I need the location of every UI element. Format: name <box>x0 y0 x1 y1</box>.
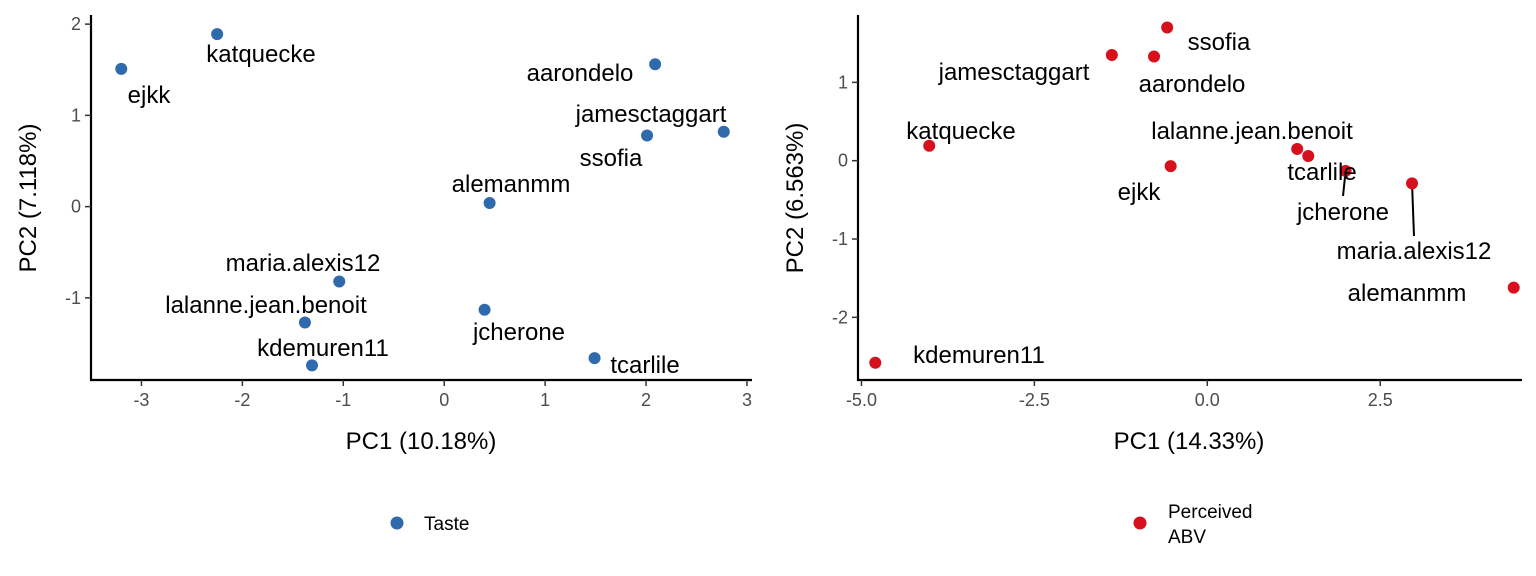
data-point <box>923 139 936 152</box>
legend-label: Taste <box>424 514 469 535</box>
data-point <box>1164 160 1177 173</box>
data-point <box>1148 50 1161 63</box>
y-tick-label: 0 <box>838 151 848 171</box>
axis-ticks: -5.0 -2.5 0.0 2.5 -2 -1 0 1 <box>832 72 1393 410</box>
data-point <box>869 356 882 369</box>
x-tick-label: 2.5 <box>1368 390 1393 410</box>
data-point <box>115 62 128 75</box>
point-label: jcherone <box>1296 199 1389 226</box>
x-tick-label: 3 <box>742 390 752 410</box>
x-tick-label: 0.0 <box>1195 390 1220 410</box>
legend-label: Perceived <box>1168 502 1253 523</box>
point-label: ssofia <box>1188 29 1251 56</box>
legend-key <box>1133 516 1147 530</box>
data-point <box>211 28 224 41</box>
point-label: jamesctaggart <box>575 101 727 128</box>
x-tick-label: 2 <box>641 390 651 410</box>
y-axis-title: PC2 (6.563%) <box>782 123 809 274</box>
point-label: jamesctaggart <box>938 59 1090 86</box>
data-point <box>717 125 730 138</box>
point-label: alemanmm <box>452 171 571 198</box>
point-label: lalanne.jean.benoit <box>165 292 367 319</box>
y-tick-label: 1 <box>838 72 848 92</box>
legend-label: ABV <box>1168 527 1206 548</box>
data-point <box>1161 21 1174 34</box>
x-tick-label: -2 <box>234 390 250 410</box>
point-label: ejkk <box>128 82 172 109</box>
data-point <box>1507 281 1520 294</box>
y-tick-label: 1 <box>71 105 81 125</box>
point-label: lalanne.jean.benoit <box>1151 118 1353 145</box>
point-label: ssofia <box>580 145 643 172</box>
point-label: jcherone <box>472 319 565 346</box>
point-labels: ssofia jamesctaggart aarondelo katquecke… <box>906 29 1491 369</box>
legend-key <box>390 516 404 530</box>
point-labels: katquecke ejkk aarondelo jamesctaggart s… <box>128 41 727 379</box>
x-tick-label: -1 <box>335 390 351 410</box>
data-point <box>1302 149 1315 162</box>
point-label: kdemuren11 <box>257 335 389 362</box>
data-point <box>588 352 601 365</box>
point-label: katquecke <box>906 118 1015 145</box>
data-points <box>115 28 730 372</box>
data-point <box>1105 48 1118 61</box>
legend: Perceived ABV <box>1133 502 1253 548</box>
y-tick-label: -1 <box>832 229 848 249</box>
y-tick-label: -2 <box>832 307 848 327</box>
data-point <box>478 303 491 316</box>
data-point <box>333 275 346 288</box>
data-point <box>483 196 496 209</box>
point-label: katquecke <box>206 41 315 68</box>
taste-pca-panel: -3 -2 -1 0 1 2 3 -1 0 1 2 katquecke ejkk aarondelo… <box>15 14 752 535</box>
y-axis-title: PC2 (7.118%) <box>15 124 42 273</box>
data-point <box>306 359 319 372</box>
x-axis-title: PC1 (14.33%) <box>1114 428 1265 455</box>
x-tick-label: 1 <box>540 390 550 410</box>
perceived-abv-pca-panel: -5.0 -2.5 0.0 2.5 -2 -1 0 1 ssofia jamesctaggar… <box>782 15 1522 548</box>
point-label: ejkk <box>1118 179 1162 206</box>
point-label: maria.alexis12 <box>226 250 381 277</box>
x-tick-label: -3 <box>133 390 149 410</box>
point-label: tcarlile <box>1287 159 1356 186</box>
point-label: kdemuren11 <box>913 342 1045 369</box>
y-tick-label: 2 <box>71 14 81 34</box>
data-points <box>869 21 1520 369</box>
legend: Taste <box>390 514 469 535</box>
point-label: aarondelo <box>1139 71 1246 98</box>
y-tick-label: 0 <box>71 197 81 217</box>
leader-line <box>1411 183 1415 237</box>
data-point <box>1406 177 1419 190</box>
data-point <box>298 316 311 329</box>
x-tick-label: -5.0 <box>846 390 877 410</box>
y-tick-label: -1 <box>65 288 81 308</box>
x-tick-label: -2.5 <box>1019 390 1050 410</box>
point-label: maria.alexis12 <box>1337 238 1492 265</box>
x-tick-label: 0 <box>439 390 449 410</box>
data-point <box>1291 142 1304 155</box>
point-label: alemanmm <box>1348 280 1467 307</box>
x-axis-title: PC1 (10.18%) <box>346 428 497 455</box>
data-point <box>649 58 662 71</box>
point-label: aarondelo <box>527 60 634 87</box>
axis-ticks: -3 -2 -1 0 1 2 3 -1 0 1 2 <box>65 14 752 410</box>
point-label: tcarlile <box>610 352 679 379</box>
data-point <box>1339 164 1352 177</box>
data-point <box>641 129 654 142</box>
